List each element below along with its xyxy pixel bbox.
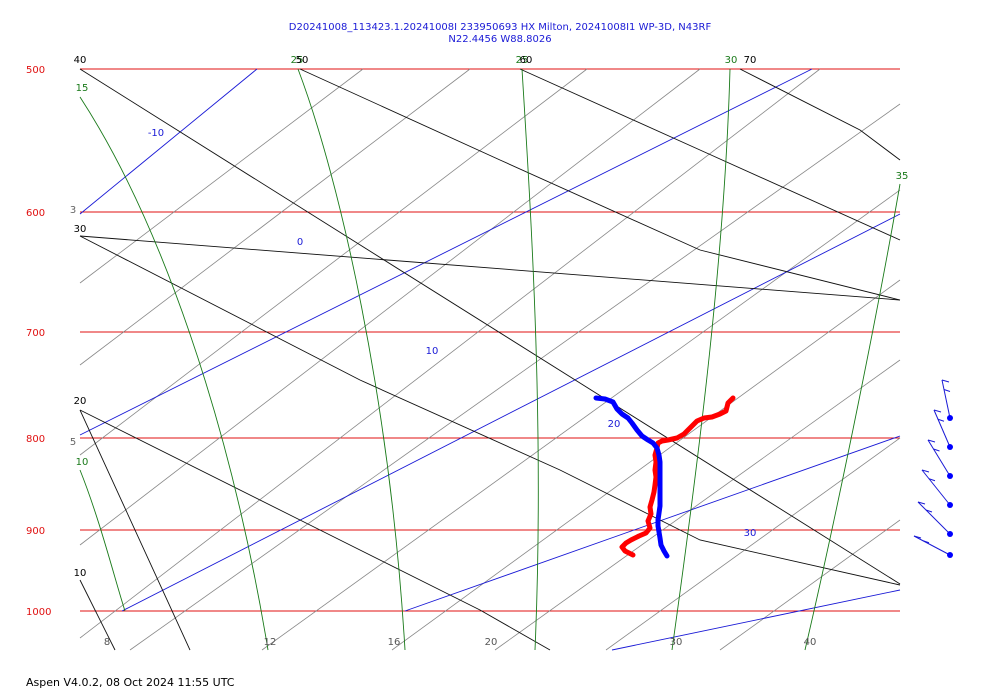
bottom-tick-16: 16 xyxy=(388,637,401,648)
dry-adiabat-label: 30 xyxy=(74,224,87,235)
bottom-tick-8: 8 xyxy=(104,637,110,648)
isotherm-label: -10 xyxy=(148,128,164,139)
chart-title: D20241008_113423.1.20241008I 233950693 H… xyxy=(288,22,712,33)
top-label: 70 xyxy=(744,55,757,66)
moist-adiabat-label: 15 xyxy=(76,83,89,94)
moist-adiabat-label: 25 xyxy=(291,55,304,66)
mixing-ratio-label: 5 xyxy=(70,437,76,448)
bottom-tick-20: 20 xyxy=(485,637,498,648)
moist-adiabat-label: 35 xyxy=(896,171,909,182)
bottom-tick-labels: 8 12 16 20 30 40 xyxy=(104,637,817,648)
wind-barb xyxy=(927,439,953,479)
isotherm-label: 0 xyxy=(297,237,303,248)
chart-title-block: D20241008_113423.1.20241008I 233950693 H… xyxy=(0,22,1000,46)
wind-barbs xyxy=(913,379,953,558)
wind-barb xyxy=(917,501,953,537)
pressure-label-600: 600 xyxy=(26,208,45,219)
chart-subtitle: N22.4456 W88.8026 xyxy=(448,34,552,45)
pressure-label-1000: 1000 xyxy=(26,607,51,618)
bottom-tick-30: 30 xyxy=(670,637,683,648)
wind-barb xyxy=(913,535,953,558)
bottom-tick-12: 12 xyxy=(264,637,277,648)
temperature-profile xyxy=(619,395,736,558)
dry-adiabat-label: 10 xyxy=(74,568,87,579)
isotherm-label: 10 xyxy=(426,346,439,357)
dewpoint-profile xyxy=(593,395,670,559)
pressure-axis-labels: 500 600 700 800 900 1000 xyxy=(26,65,51,618)
isobar-lines xyxy=(80,68,900,612)
mixing-ratio-label: 3 xyxy=(70,205,76,216)
moist-adiabat-lines xyxy=(79,68,901,651)
top-label: 60 xyxy=(520,55,533,66)
moist-adiabat-label: 10 xyxy=(76,457,89,468)
isotherm-label: 20 xyxy=(608,419,621,430)
pressure-label-700: 700 xyxy=(26,328,45,339)
pressure-label-900: 900 xyxy=(26,526,45,537)
moist-adiabat-label: 30 xyxy=(725,55,738,66)
wind-barb xyxy=(921,469,953,508)
bottom-tick-40: 40 xyxy=(804,637,817,648)
wind-barb xyxy=(933,409,953,450)
footer-text: Aspen V4.0.2, 08 Oct 2024 11:55 UTC xyxy=(26,676,235,689)
pressure-label-500: 500 xyxy=(26,65,45,76)
isotherm-lines xyxy=(79,68,901,651)
moist-adiabat-label: 25 xyxy=(516,55,529,66)
mixing-ratio-lines xyxy=(79,68,901,651)
wind-barb xyxy=(941,379,953,421)
top-label: 50 xyxy=(296,55,309,66)
dry-adiabat-lines xyxy=(79,68,901,651)
pressure-label-800: 800 xyxy=(26,434,45,445)
dry-adiabat-label: 40 xyxy=(74,55,87,66)
isotherm-label: 30 xyxy=(744,528,757,539)
dry-adiabat-label: 20 xyxy=(74,396,87,407)
